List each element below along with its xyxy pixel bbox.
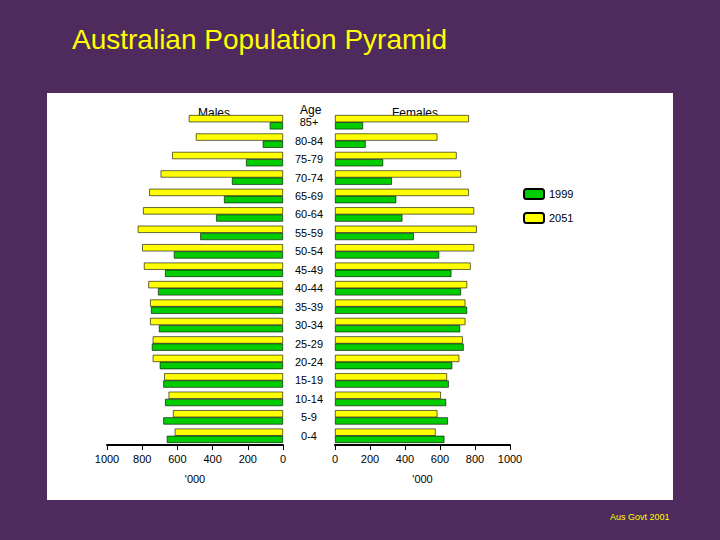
svg-text:'000: '000 (412, 473, 432, 485)
svg-text:800: 800 (133, 453, 151, 465)
svg-text:400: 400 (203, 453, 221, 465)
svg-text:Females: Females (392, 106, 438, 120)
svg-text:85+: 85+ (300, 116, 319, 128)
svg-text:5-9: 5-9 (301, 411, 317, 423)
svg-text:1000: 1000 (95, 453, 119, 465)
svg-text:Age: Age (300, 103, 322, 117)
svg-text:Aus Govt 2001: Aus Govt 2001 (610, 512, 670, 522)
svg-text:30-34: 30-34 (295, 319, 323, 331)
svg-text:55-59: 55-59 (295, 227, 323, 239)
svg-text:Males: Males (198, 106, 230, 120)
svg-text:0-4: 0-4 (301, 430, 317, 442)
svg-text:1000: 1000 (498, 453, 522, 465)
svg-text:25-29: 25-29 (295, 338, 323, 350)
svg-text:60-64: 60-64 (295, 208, 323, 220)
svg-text:15-19: 15-19 (295, 374, 323, 386)
svg-text:0: 0 (332, 453, 338, 465)
svg-text:80-84: 80-84 (295, 135, 323, 147)
svg-text:2051: 2051 (549, 212, 573, 224)
svg-text:40-44: 40-44 (295, 282, 323, 294)
svg-text:10-14: 10-14 (295, 393, 323, 405)
svg-text:75-79: 75-79 (295, 153, 323, 165)
svg-text:70-74: 70-74 (295, 172, 323, 184)
svg-text:0: 0 (280, 453, 286, 465)
svg-text:Australian Population Pyramid: Australian Population Pyramid (72, 24, 447, 55)
svg-text:35-39: 35-39 (295, 301, 323, 313)
svg-text:800: 800 (466, 453, 484, 465)
svg-text:20-24: 20-24 (295, 356, 323, 368)
svg-text:1999: 1999 (549, 188, 573, 200)
svg-text:600: 600 (431, 453, 449, 465)
svg-text:45-49: 45-49 (295, 264, 323, 276)
svg-text:200: 200 (361, 453, 379, 465)
svg-text:65-69: 65-69 (295, 190, 323, 202)
svg-text:600: 600 (168, 453, 186, 465)
svg-text:400: 400 (396, 453, 414, 465)
svg-text:200: 200 (239, 453, 257, 465)
svg-text:'000: '000 (185, 473, 205, 485)
svg-text:50-54: 50-54 (295, 245, 323, 257)
